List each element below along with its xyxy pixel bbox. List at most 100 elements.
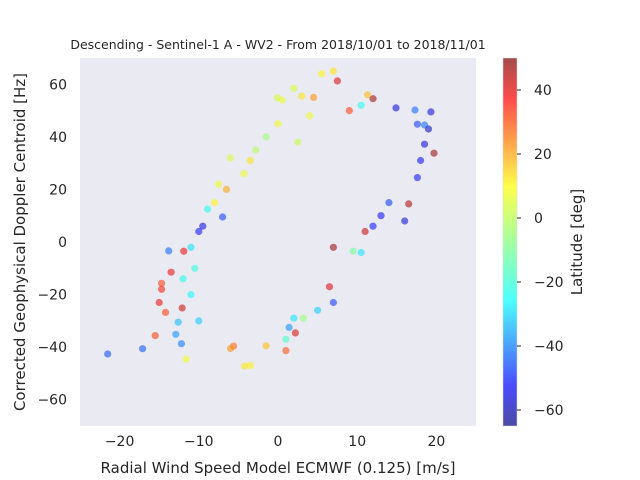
data-point [290,84,298,92]
data-point [104,350,112,358]
data-point [420,140,429,148]
x-tick-label: −20 [105,434,135,450]
data-point [222,185,231,193]
data-point [363,91,372,99]
data-point [401,217,409,225]
data-point [413,120,421,128]
data-point [329,298,337,307]
data-point [158,285,166,293]
colorbar-tick-label: 0 [534,211,543,227]
y-tick-label: −20 [37,288,67,304]
colorbar-tick-label: −40 [534,339,564,355]
data-point [161,308,170,316]
data-point [417,156,425,165]
data-point [191,264,199,272]
data-point [420,121,429,129]
data-point [240,170,248,178]
data-point [325,283,334,291]
data-point [172,330,180,338]
data-point [195,227,203,236]
data-point [427,108,435,116]
x-tick-label: 0 [274,434,283,450]
data-point [282,335,290,343]
data-point [252,146,260,154]
data-point [361,227,369,236]
data-point [177,340,185,348]
data-point [392,104,400,112]
plot-area [80,58,476,426]
data-point [411,106,419,114]
data-point [349,247,357,255]
data-point [329,243,337,251]
data-point [195,317,203,325]
data-point [246,361,254,370]
y-tick-label: 60 [49,77,67,93]
colorbar-ticks: −60 −40 −20 0 20 40 [517,83,564,419]
data-point [262,342,270,350]
data-point [155,298,163,307]
data-point [215,180,223,188]
data-point [385,199,393,207]
data-point [329,67,337,75]
data-point [333,77,341,85]
x-tick-label: 10 [348,434,366,450]
y-tick-label: −40 [37,340,67,356]
data-point [290,314,298,322]
data-point [246,156,254,165]
data-point [282,347,290,355]
data-point [306,112,314,120]
data-point [187,243,195,251]
data-point [318,70,326,78]
data-point [405,200,413,208]
data-point [178,304,186,312]
data-point [211,199,219,207]
data-point [345,107,353,115]
data-point [226,154,235,162]
data-point [226,344,235,353]
y-axis-label: Corrected Geophysical Doppler Centroid [… [11,73,29,411]
data-point [219,213,227,221]
data-point [274,120,282,128]
data-point [241,362,249,370]
colorbar-tick-label: 20 [534,147,552,163]
chart-title: Descending - Sentinel-1 A - WV2 - From 2… [70,37,485,52]
x-tick-label: −10 [184,434,214,450]
data-point [310,93,318,101]
colorbar-tick-label: −60 [534,403,564,419]
data-point [294,138,302,146]
x-axis-label: Radial Wind Speed Model ECMWF (0.125) [m… [101,459,456,477]
data-point [203,205,212,213]
y-tick-label: 0 [58,235,67,251]
y-axis-ticks: −60 −40 −20 0 20 40 60 [37,77,67,408]
data-point [298,92,306,100]
data-point [180,247,188,255]
data-point [314,306,322,314]
data-point [182,355,190,363]
colorbar-tick-label: 40 [534,83,552,99]
x-tick-label: 20 [427,434,445,450]
data-point [369,222,377,230]
x-axis-ticks: −20 −10 0 10 20 [105,434,445,450]
data-point [179,275,187,283]
data-point [291,329,299,337]
y-tick-label: 40 [49,130,67,146]
data-points [104,67,438,370]
data-point [151,332,159,340]
data-point [430,149,438,157]
colorbar-label: Latitude [deg] [568,189,586,295]
data-point [299,314,307,322]
data-point [285,323,293,331]
data-point [273,94,281,102]
data-point [369,95,377,103]
data-point [357,248,365,257]
y-tick-label: −60 [37,393,67,409]
data-point [413,174,421,182]
data-point [174,318,182,326]
data-point [187,291,195,299]
y-tick-label: 20 [49,182,67,198]
data-point [357,101,365,109]
data-point [158,279,166,287]
data-point [167,268,175,276]
data-point [377,212,385,220]
